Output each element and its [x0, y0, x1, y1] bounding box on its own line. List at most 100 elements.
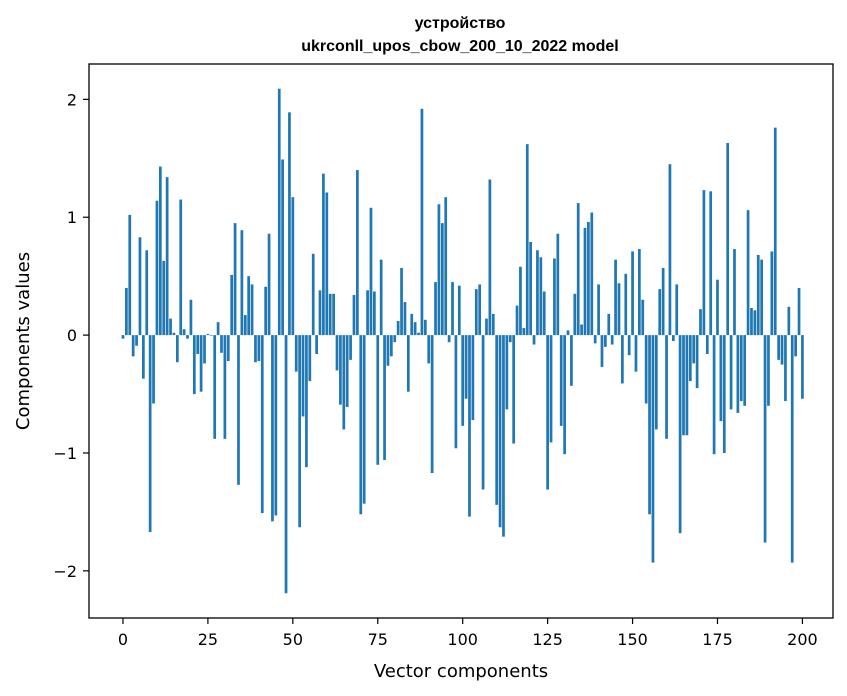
bar [529, 241, 532, 336]
bar [294, 335, 298, 372]
bar [471, 335, 475, 420]
bar [739, 335, 743, 402]
bar [284, 335, 288, 594]
y-tick-label: −2 [53, 562, 77, 581]
bar [767, 335, 770, 406]
bar [233, 223, 237, 336]
bar [794, 335, 797, 357]
bar [359, 335, 363, 515]
bar [437, 204, 441, 336]
bar [457, 285, 461, 336]
bar [311, 253, 315, 336]
bar [532, 335, 536, 345]
bar [220, 335, 223, 353]
bar [773, 127, 777, 336]
bar [179, 199, 183, 336]
bar [135, 335, 138, 346]
bar [339, 335, 342, 405]
bar [593, 335, 597, 344]
bar [576, 203, 580, 336]
bar [610, 335, 614, 345]
bar [192, 335, 196, 395]
x-axis-label: Vector components [374, 661, 548, 682]
bar [423, 319, 427, 336]
bar [481, 335, 485, 490]
bar [525, 144, 529, 336]
y-axis-ticks: −2 −1 0 1 2 [53, 90, 89, 581]
x-tick-label: 175 [702, 630, 733, 649]
bar [695, 335, 699, 389]
bar [726, 142, 730, 336]
bar [169, 318, 172, 336]
bar [546, 335, 549, 490]
bar [145, 250, 149, 336]
bar [260, 335, 264, 514]
bar [515, 305, 519, 336]
bar [240, 230, 244, 336]
bar [444, 197, 448, 336]
bar [580, 324, 583, 336]
bar [376, 335, 380, 465]
bar [631, 251, 634, 336]
bar [247, 276, 251, 336]
bar [315, 335, 318, 354]
bar [254, 335, 257, 363]
bar [430, 335, 434, 474]
bar [790, 335, 794, 563]
bar [784, 335, 787, 402]
bar [634, 335, 638, 372]
bar [668, 164, 672, 336]
bar [648, 335, 651, 515]
bar [196, 335, 200, 354]
y-tick-label: 1 [67, 208, 77, 227]
bar [162, 260, 166, 336]
bar [621, 335, 624, 384]
bar [403, 302, 407, 336]
chart-subtitle: ukrconll_upos_cbow_200_10_2022 model [301, 38, 618, 55]
x-tick-label: 200 [787, 630, 818, 649]
bar [209, 335, 213, 336]
bar [556, 233, 560, 336]
bar [464, 335, 468, 399]
bar [373, 291, 376, 336]
y-tick-label: −1 [53, 444, 77, 463]
bar [699, 309, 702, 336]
bar [352, 295, 356, 336]
bar [142, 335, 145, 379]
bar [702, 190, 706, 336]
bar [553, 258, 556, 336]
bar [213, 335, 217, 439]
bar [257, 335, 261, 362]
bar [223, 335, 227, 439]
bar [216, 322, 220, 336]
bar [508, 335, 512, 343]
bar [607, 313, 611, 336]
bar [308, 335, 312, 382]
bar [498, 335, 502, 528]
bar [665, 335, 668, 439]
bar [189, 299, 193, 336]
bar [733, 249, 736, 336]
x-tick-label: 100 [447, 630, 478, 649]
bar [148, 335, 152, 532]
bar [736, 335, 740, 413]
bar [301, 335, 305, 417]
bar [131, 335, 135, 357]
bar [379, 259, 383, 336]
bar [322, 173, 325, 336]
bar [447, 335, 451, 343]
bar [770, 251, 774, 336]
bar [583, 227, 587, 336]
bar [542, 291, 546, 336]
bar [709, 191, 713, 336]
bar [658, 289, 662, 336]
bar [172, 332, 176, 336]
bar [478, 284, 482, 336]
bar [243, 315, 247, 336]
y-tick-label: 2 [67, 90, 77, 109]
bar [345, 335, 349, 408]
bar [305, 335, 308, 468]
bar [158, 166, 162, 336]
bar [654, 335, 658, 430]
x-tick-label: 50 [283, 630, 303, 649]
